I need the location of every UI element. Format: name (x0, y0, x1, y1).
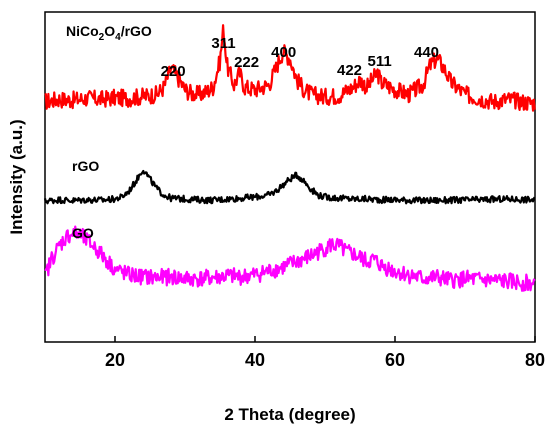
peak-label-311: 311 (211, 35, 235, 52)
peak-annotations: 220 311 222 400 422 511 440 (161, 35, 439, 80)
series-label-mid: O (104, 23, 115, 39)
peak-label-511: 511 (367, 53, 391, 70)
x-tick-label-60: 60 (385, 350, 405, 370)
peak-label-422: 422 (337, 62, 362, 79)
peak-label-222: 222 (234, 54, 259, 71)
x-axis-ticks: 20 40 60 80 (105, 336, 545, 370)
x-axis-title: 2 Theta (degree) (224, 405, 355, 424)
series-line-go (44, 225, 536, 292)
plot-frame (44, 11, 536, 343)
series-label-base: NiCo (66, 23, 99, 39)
series-label-nico2o4-rgo: NiCo2O4/rGO (66, 23, 152, 43)
series-label-sub1: 2 (99, 32, 105, 43)
series-layer (43, 24, 536, 292)
y-axis-title: Intensity (a.u.) (7, 119, 26, 234)
x-tick-label-40: 40 (245, 350, 265, 370)
peak-label-400: 400 (271, 44, 296, 61)
x-tick-label-20: 20 (105, 350, 125, 370)
x-tick-label-80: 80 (525, 350, 545, 370)
peak-label-220: 220 (161, 63, 186, 80)
series-label-sub2: 4 (115, 32, 121, 43)
series-line-rgo (43, 169, 536, 205)
series-label-tail: /rGO (121, 23, 152, 39)
series-label-go: GO (72, 225, 94, 241)
series-line-nico2o4-rgo (44, 24, 536, 112)
peak-label-440: 440 (414, 44, 439, 61)
series-label-rgo: rGO (72, 158, 99, 174)
